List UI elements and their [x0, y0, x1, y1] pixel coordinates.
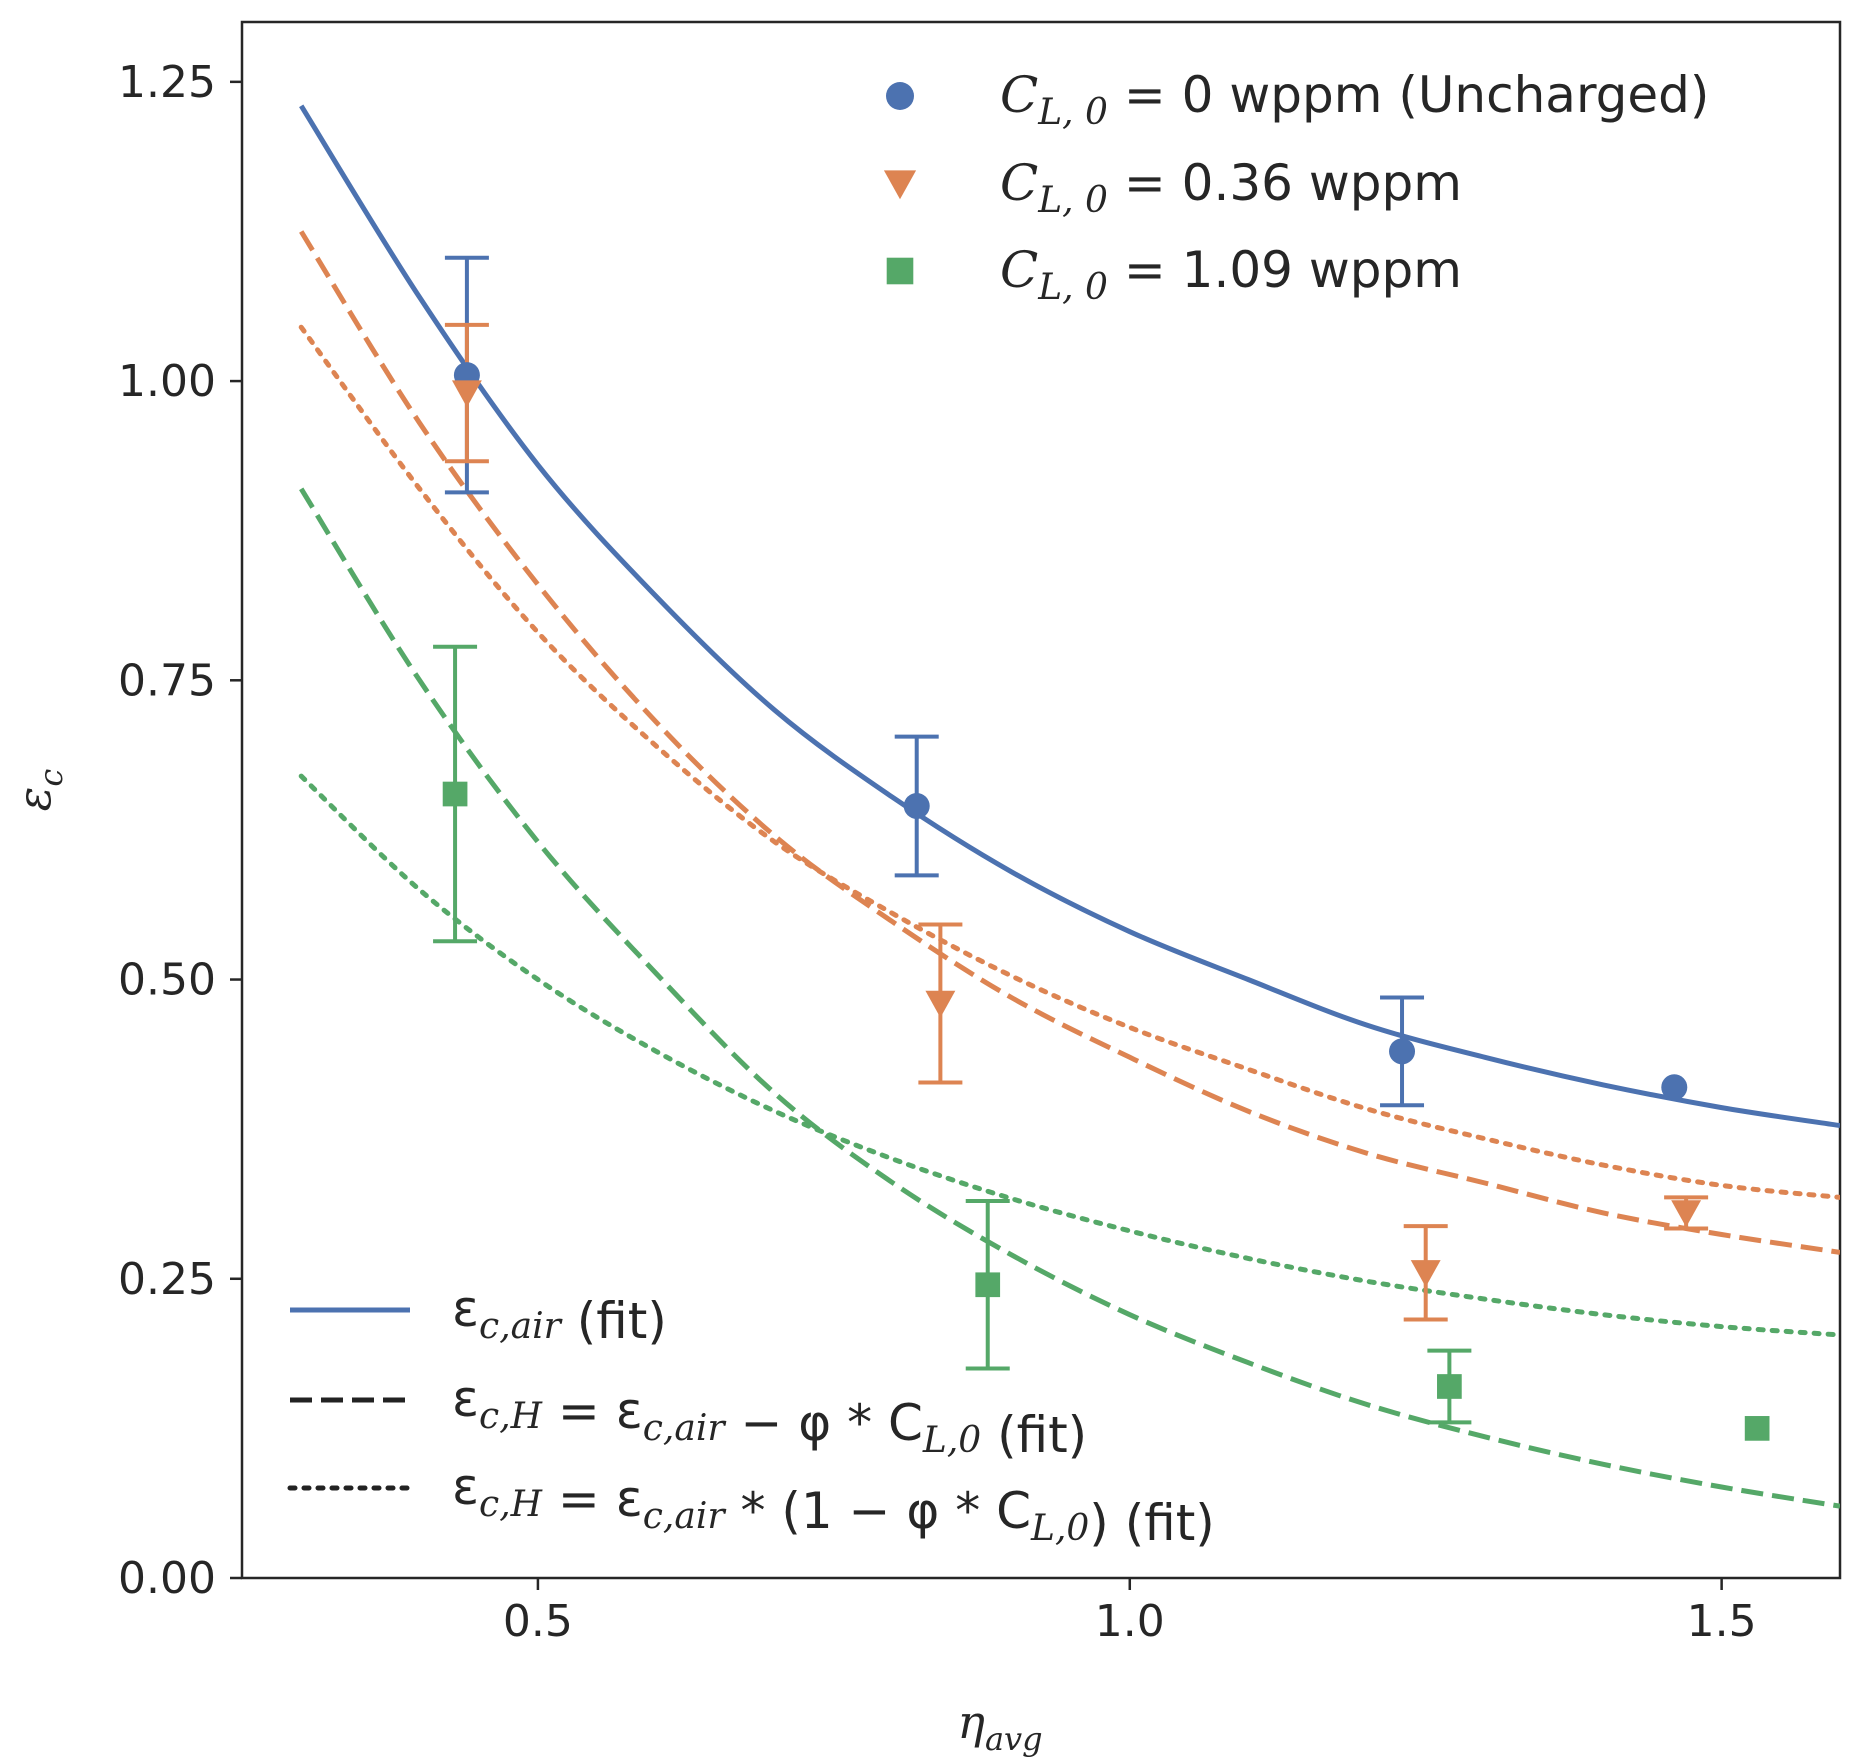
legend-line-text: (fit): [981, 1406, 1087, 1464]
legend-line-text: * (1 − φ * C: [725, 1482, 1031, 1540]
legend-marker-text: = 0 wppm (Uncharged): [1108, 66, 1709, 124]
legend-line-label: εc,air (fit): [452, 1280, 667, 1350]
legend-line-text: ) (fit): [1089, 1494, 1215, 1552]
legend-line-text: ε: [452, 1370, 479, 1428]
y-axis-label: εc: [7, 769, 70, 812]
x-tick-label: 0.5: [503, 1596, 573, 1647]
data-point-square: [442, 781, 468, 807]
x-tick-label: 1.0: [1095, 1596, 1165, 1647]
legend-layer: CL, 0 = 0 wppm (Uncharged)CL, 0 = 0.36 w…: [287, 66, 1709, 1552]
data-point-triangle-down: [451, 380, 482, 408]
fit-line-air: [299, 104, 1840, 1129]
legend-line-text: = ε: [542, 1382, 643, 1440]
legend-line-subscript: c,air: [479, 1306, 563, 1347]
data-point-square: [1744, 1416, 1770, 1441]
legend-line-entry: εc,H = εc,air * (1 − φ * CL,0) (fit): [287, 1458, 1215, 1552]
legend-marker-entry: CL, 0 = 0 wppm (Uncharged): [886, 66, 1709, 133]
legend-line-text: − φ * C: [725, 1394, 923, 1452]
legend-line-subscript: L,0: [922, 1420, 981, 1461]
data-point-circle: [1389, 1038, 1416, 1065]
legend-marker-text: = 0.36 wppm: [1108, 154, 1462, 212]
legend-line-text: ε: [452, 1458, 479, 1516]
data-point-circle: [1661, 1074, 1688, 1101]
axes-layer: 0.5 1.0 1.5 0.00 0.25 0.50 0.75 1.00 1.25: [118, 20, 1842, 1647]
y-tick-label: 0.75: [118, 655, 216, 706]
legend-line-text: ε: [452, 1280, 479, 1338]
data-point-triangle-down: [925, 990, 956, 1018]
y-tick-label: 1.25: [118, 57, 216, 108]
legend-marker-label: CL, 0 = 1.09 wppm: [1000, 241, 1462, 308]
legend-c-subscript: L, 0: [1037, 180, 1108, 221]
fit-line-dotted: [298, 773, 1840, 1338]
fit-line-dotted: [298, 324, 1840, 1200]
legend-line-entry: εc,air (fit): [290, 1280, 667, 1350]
legend-line-subscript: c,air: [643, 1496, 727, 1537]
legend-line-label: εc,H = εc,air * (1 − φ * CL,0) (fit): [452, 1458, 1215, 1552]
x-axis-label-sub: avg: [985, 1720, 1043, 1758]
data-points-layer: [433, 255, 1770, 1441]
x-axis-label-main: η: [957, 1695, 985, 1749]
data-point-square: [1437, 1374, 1462, 1399]
y-tick-label: 0.25: [118, 1254, 216, 1305]
legend-line-label: εc,H = εc,air − φ * CL,0 (fit): [452, 1370, 1087, 1464]
legend-marker-entry: CL, 0 = 1.09 wppm: [886, 241, 1462, 308]
y-axis-label-main: ε: [7, 787, 61, 812]
plot-frame: [240, 20, 1842, 1580]
legend-marker-circle: [886, 82, 914, 110]
legend-marker-label: CL, 0 = 0 wppm (Uncharged): [1000, 66, 1709, 133]
x-tick-label: 1.5: [1687, 1596, 1757, 1647]
legend-line-text: = ε: [542, 1470, 643, 1528]
legend-line-subscript: c,air: [643, 1408, 727, 1449]
data-point-triangle-down: [1671, 1200, 1702, 1228]
y-axis-label-sub: c: [32, 769, 70, 787]
data-point-circle: [903, 792, 930, 819]
legend-marker-label: CL, 0 = 0.36 wppm: [1000, 154, 1462, 221]
legend-marker-text: = 1.09 wppm: [1108, 241, 1462, 299]
legend-c-symbol: C: [1000, 66, 1038, 124]
fit-line-dashed: [299, 487, 1840, 1509]
legend-c-symbol: C: [1000, 241, 1038, 299]
y-tick-label: 1.00: [118, 356, 216, 407]
legend-marker-square: [886, 257, 914, 285]
legend-line-subscript: c,H: [479, 1396, 543, 1437]
x-axis-label: ηavg: [957, 1695, 1042, 1758]
legend-line-subscript: c,H: [479, 1484, 543, 1525]
legend-c-subscript: L, 0: [1037, 92, 1108, 133]
legend-line-text: (fit): [561, 1292, 667, 1350]
legend-marker-entry: CL, 0 = 0.36 wppm: [883, 154, 1462, 221]
legend-marker-triangle-down: [883, 170, 917, 200]
axis-labels-layer: ηavg εc: [7, 769, 1043, 1758]
fit-line-dashed: [299, 230, 1840, 1255]
data-point-square: [975, 1272, 1001, 1298]
data-point-triangle-down: [1410, 1260, 1441, 1287]
legend-c-symbol: C: [1000, 154, 1038, 212]
fit-lines-layer: [298, 104, 1840, 1509]
legend-line-subscript: L,0: [1030, 1508, 1089, 1549]
y-tick-label: 0.50: [118, 955, 216, 1006]
y-tick-label: 0.00: [118, 1553, 216, 1604]
legend-line-entry: εc,H = εc,air − φ * CL,0 (fit): [290, 1370, 1087, 1464]
legend-c-subscript: L, 0: [1037, 267, 1108, 308]
